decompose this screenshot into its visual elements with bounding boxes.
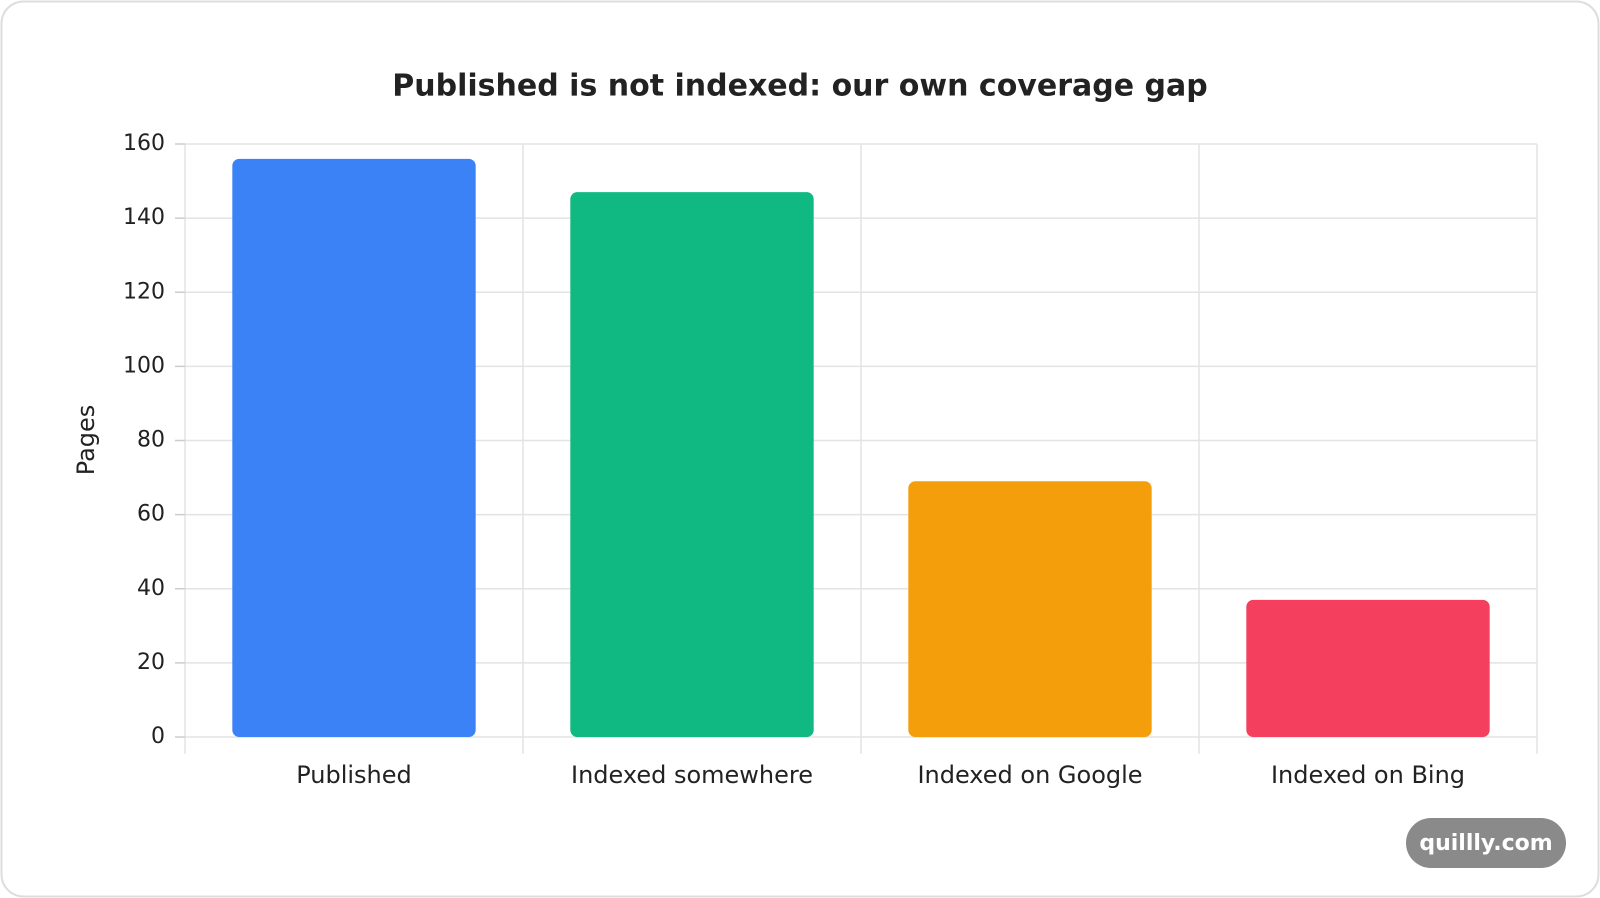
x-tick-label: Indexed somewhere — [571, 761, 813, 789]
watermark-text: quillly.com — [1419, 831, 1552, 856]
bar — [1246, 599, 1490, 737]
y-tick-label: 100 — [123, 353, 165, 378]
bar — [570, 192, 814, 737]
y-tick-label: 80 — [137, 428, 165, 453]
x-tick-label: Published — [296, 761, 412, 789]
y-tick-label: 20 — [137, 650, 165, 675]
y-axis-label: Pages — [72, 405, 100, 476]
watermark: quillly.com — [1406, 818, 1566, 868]
y-tick-label: 160 — [123, 131, 165, 156]
x-tick-label: Indexed on Google — [917, 761, 1142, 789]
chart-title: Published is not indexed: our own covera… — [392, 69, 1207, 104]
y-tick-label: 140 — [123, 205, 165, 230]
bar — [232, 158, 476, 737]
bar — [908, 481, 1152, 737]
watermark-pill — [1406, 818, 1566, 868]
y-tick-label: 120 — [123, 279, 165, 304]
y-tick-label: 60 — [137, 502, 165, 527]
y-tick-label: 40 — [137, 576, 165, 601]
x-tick-label: Indexed on Bing — [1271, 761, 1465, 789]
y-tick-label: 0 — [151, 724, 165, 749]
